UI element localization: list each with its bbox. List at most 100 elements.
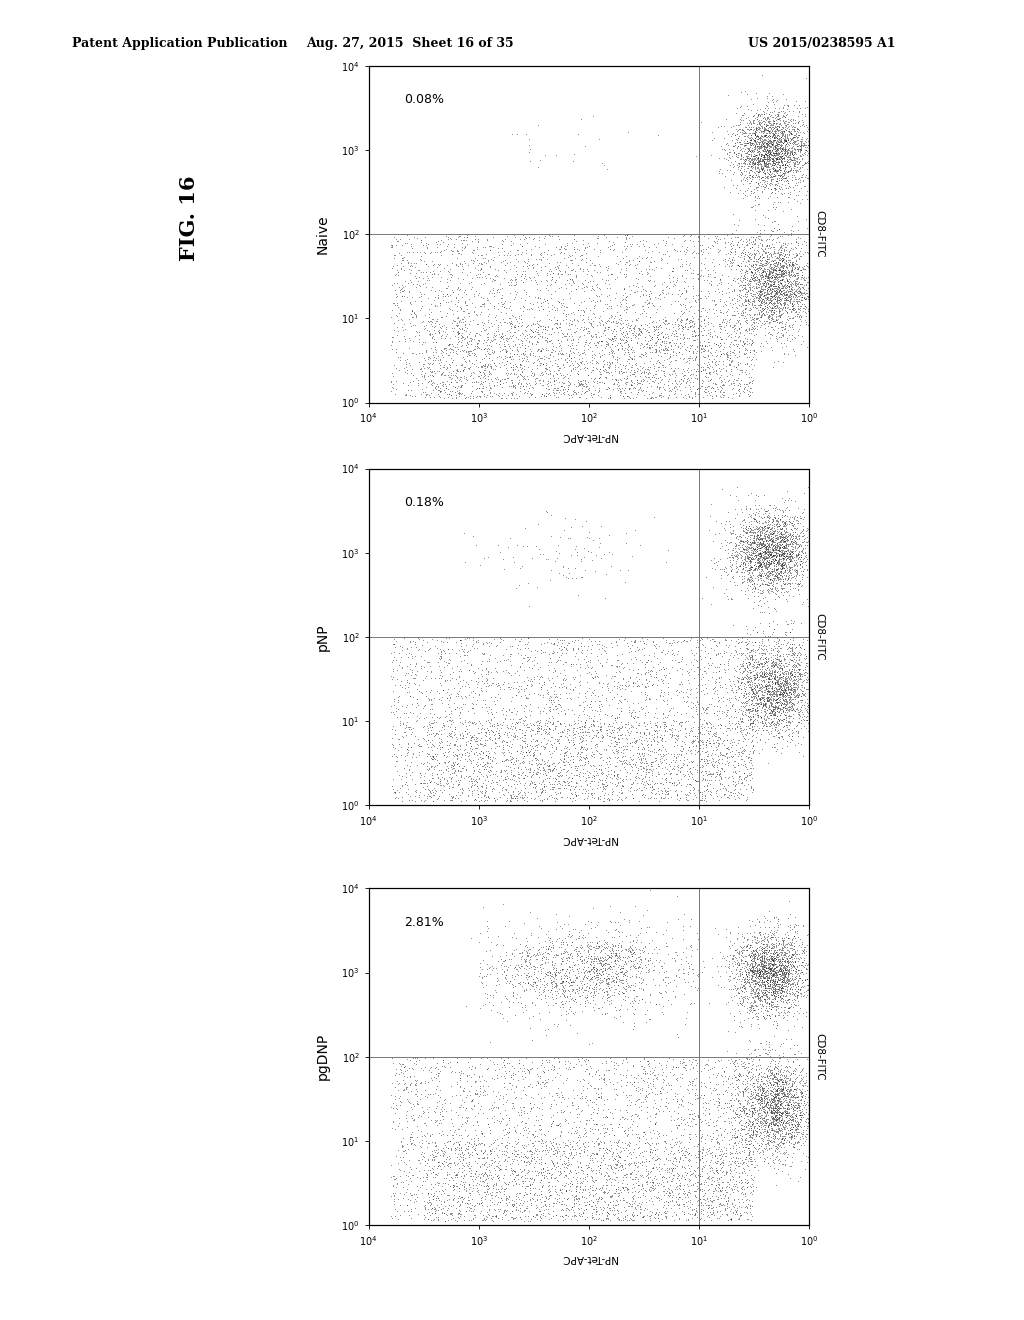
Point xyxy=(756,549,772,570)
Point xyxy=(731,210,748,231)
Point xyxy=(757,979,773,1001)
Point xyxy=(751,636,767,657)
Point xyxy=(739,112,756,133)
Point xyxy=(793,685,809,706)
Point xyxy=(753,686,769,708)
Point xyxy=(643,734,659,755)
Point xyxy=(763,165,779,186)
Point xyxy=(748,145,764,166)
Point xyxy=(718,108,734,129)
Point xyxy=(697,315,714,337)
Point xyxy=(775,548,792,569)
Point xyxy=(744,1073,761,1094)
Point xyxy=(423,689,439,710)
Point xyxy=(583,936,599,957)
Point xyxy=(481,378,498,399)
Point xyxy=(539,923,555,944)
Point xyxy=(790,701,806,722)
Point xyxy=(758,1059,774,1080)
Point xyxy=(773,256,790,277)
Point xyxy=(538,718,554,739)
Point xyxy=(759,1109,775,1130)
Point xyxy=(451,1118,467,1139)
Point xyxy=(505,1196,521,1217)
Point xyxy=(788,698,805,719)
Point xyxy=(775,1088,792,1109)
Point xyxy=(597,960,613,981)
Point xyxy=(758,668,774,689)
Point xyxy=(779,974,796,995)
Point xyxy=(586,1184,602,1205)
Point xyxy=(774,282,791,304)
Point xyxy=(773,550,790,572)
Point xyxy=(784,928,801,949)
Point xyxy=(773,954,790,975)
Point xyxy=(757,535,773,556)
Point xyxy=(436,364,453,385)
Point xyxy=(617,329,634,350)
Point xyxy=(460,387,476,408)
Point xyxy=(758,557,774,578)
Point xyxy=(780,1123,797,1144)
Point xyxy=(741,698,758,719)
Point xyxy=(592,717,608,738)
Point xyxy=(750,104,766,125)
Point xyxy=(705,1166,721,1187)
Point xyxy=(639,363,655,384)
Point xyxy=(783,272,800,293)
Point xyxy=(681,1127,697,1148)
Point xyxy=(743,129,760,150)
Point xyxy=(515,1171,531,1192)
Point xyxy=(580,937,596,958)
Point xyxy=(768,546,784,568)
Point xyxy=(788,1105,805,1126)
Point xyxy=(775,960,792,981)
Point xyxy=(700,1114,717,1135)
Point xyxy=(447,253,464,275)
Point xyxy=(784,259,801,280)
Point xyxy=(764,652,780,673)
Point xyxy=(770,1100,786,1121)
Point xyxy=(434,1142,451,1163)
Point xyxy=(743,948,760,969)
Point xyxy=(780,128,797,149)
Point xyxy=(801,268,817,289)
Point xyxy=(748,164,764,185)
Point xyxy=(774,264,791,285)
Point xyxy=(739,953,756,974)
Point xyxy=(600,677,616,698)
Point xyxy=(488,735,505,756)
Point xyxy=(519,759,536,780)
Point xyxy=(749,297,765,318)
Point xyxy=(697,742,714,763)
Point xyxy=(565,304,582,325)
Point xyxy=(766,1026,782,1047)
Point xyxy=(558,737,574,758)
Point xyxy=(769,1057,785,1078)
Point xyxy=(752,289,768,310)
Point xyxy=(741,937,758,958)
Point xyxy=(727,698,743,719)
Point xyxy=(549,981,565,1002)
Point xyxy=(664,261,680,282)
Point xyxy=(783,664,800,685)
Point xyxy=(773,313,790,334)
Point xyxy=(729,1147,745,1168)
Point xyxy=(708,1185,724,1206)
Point xyxy=(685,958,701,979)
Point xyxy=(521,705,538,726)
Point xyxy=(752,297,768,318)
Point xyxy=(707,1146,723,1167)
Point xyxy=(438,746,455,767)
Point xyxy=(746,157,763,178)
Point xyxy=(502,321,518,342)
Point xyxy=(634,374,650,395)
Point xyxy=(644,1175,660,1196)
Point xyxy=(432,271,449,292)
Point xyxy=(538,1073,554,1094)
Point xyxy=(756,148,772,169)
Point xyxy=(787,519,804,540)
Point xyxy=(774,663,791,684)
Point xyxy=(732,1142,749,1163)
Point xyxy=(760,1001,776,1022)
